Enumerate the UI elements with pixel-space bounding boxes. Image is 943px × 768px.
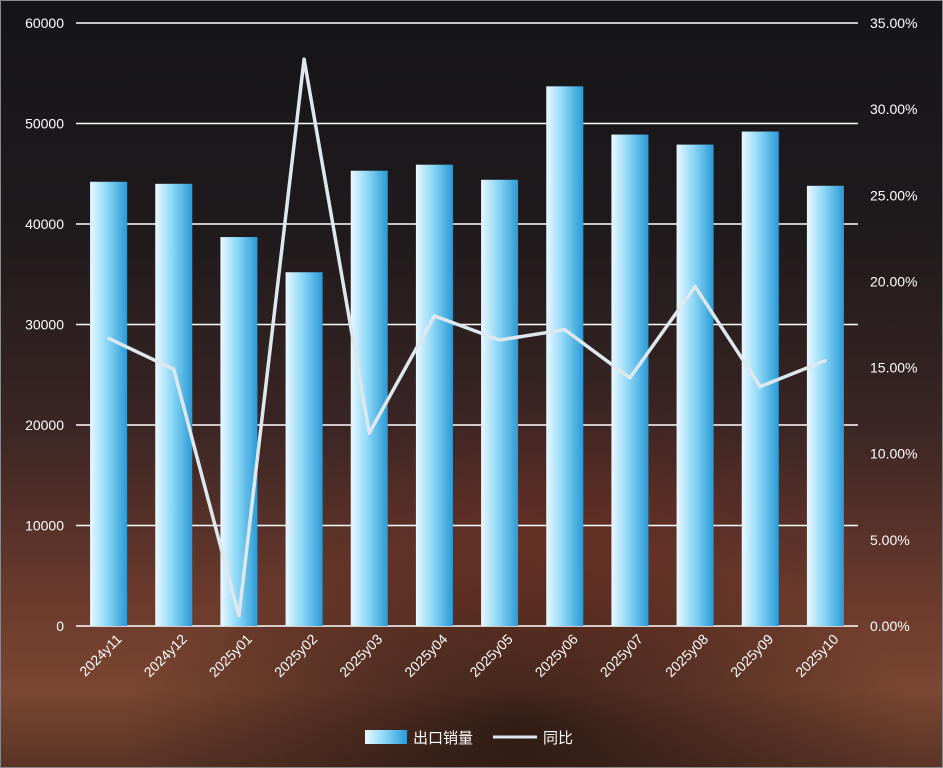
category-label: 2025y06 (532, 631, 581, 680)
bar-2024y12 (155, 183, 193, 627)
category-label: 2025y01 (206, 631, 255, 680)
category-axis: 2024y11 2024y12 2025y01 2025y02 2025y03 2025y… (76, 631, 842, 680)
left-tick-label: 10000 (25, 518, 64, 534)
right-tick-label: 25.00% (870, 187, 917, 203)
bar-2025y03 (350, 170, 388, 627)
category-label: 2025y09 (727, 631, 776, 680)
legend-bar-label: 出口销量 (413, 729, 473, 747)
right-tick-label: 35.00% (870, 15, 917, 31)
yoy-point-2025y04 (432, 314, 436, 318)
yoy-point-2025y01 (237, 614, 241, 618)
right-tick-label: 10.00% (870, 446, 917, 462)
category-label: 2025y08 (662, 631, 711, 680)
right-tick-label: 5.00% (870, 532, 910, 548)
left-tick-label: 50000 (25, 116, 64, 132)
yoy-point-2024y11 (107, 336, 111, 340)
right-axis: 0.00% 5.00% 10.00% 15.00% 20.00% 25.00% 30.00%… (870, 15, 917, 634)
bar-2025y07 (611, 134, 649, 626)
yoy-point-2025y09 (758, 385, 762, 389)
legend: 出口销量 同比 (365, 729, 573, 747)
category-label: 2024y12 (141, 631, 190, 680)
legend-line-label: 同比 (543, 729, 573, 747)
right-tick-label: 0.00% (870, 618, 910, 634)
left-tick-label: 30000 (25, 317, 64, 333)
bar-2025y06 (546, 86, 584, 626)
bar-2024y11 (90, 181, 128, 627)
bar-2025y04 (415, 164, 453, 626)
yoy-point-2025y08 (693, 285, 697, 289)
left-axis: 0 10000 20000 30000 40000 50000 60000 (25, 15, 64, 634)
category-label: 2025y03 (336, 631, 385, 680)
category-label: 2025y07 (597, 631, 646, 680)
bar-2025y02 (285, 272, 323, 626)
yoy-point-2025y10 (823, 359, 827, 363)
bar-2025y01 (220, 237, 258, 626)
left-tick-label: 60000 (25, 15, 64, 31)
left-tick-label: 0 (56, 618, 64, 634)
category-label: 2024y11 (76, 631, 125, 680)
yoy-line (107, 57, 827, 618)
bar-2025y10 (806, 185, 844, 626)
left-tick-label: 20000 (25, 417, 64, 433)
bar-2025y05 (481, 179, 519, 626)
line-series (107, 57, 827, 618)
bar-2025y08 (676, 144, 714, 627)
left-tick-label: 40000 (25, 216, 64, 232)
category-label: 2025y02 (271, 631, 320, 680)
right-tick-label: 15.00% (870, 360, 917, 376)
category-label: 2025y10 (792, 631, 841, 680)
category-label: 2025y04 (401, 631, 450, 680)
bar-series (90, 86, 844, 627)
yoy-point-2024y12 (172, 367, 176, 371)
yoy-point-2025y06 (563, 328, 567, 332)
category-label: 2025y05 (466, 631, 515, 680)
yoy-point-2025y02 (302, 57, 306, 61)
yoy-point-2025y03 (367, 431, 371, 435)
yoy-point-2025y07 (628, 376, 632, 380)
yoy-point-2025y05 (498, 338, 502, 342)
bar-2025y09 (741, 131, 779, 627)
legend-bar-swatch (365, 730, 407, 744)
gridlines (76, 22, 858, 627)
right-tick-label: 20.00% (870, 273, 917, 289)
right-tick-label: 30.00% (870, 101, 917, 117)
